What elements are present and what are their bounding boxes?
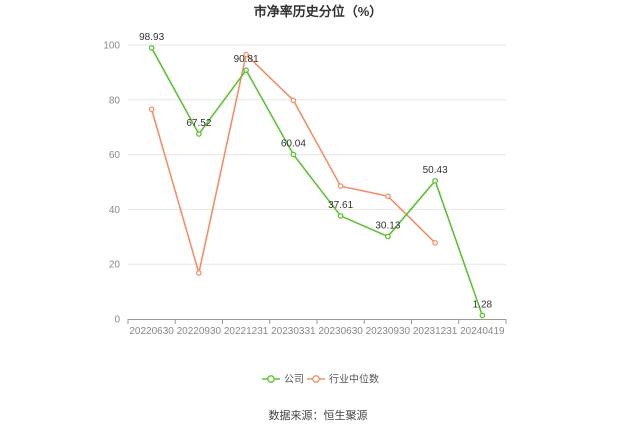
legend-item-1[interactable]: 行业中位数 — [307, 373, 379, 386]
chart-title: 市净率历史分位（%） — [254, 4, 383, 19]
x-tick-label: 20230930 — [366, 326, 411, 337]
series-point-0 — [337, 213, 344, 219]
y-tick-label: 80 — [109, 95, 121, 106]
series-point-1 — [243, 51, 249, 58]
data-label: 1.28 — [473, 299, 493, 310]
series-point-1 — [385, 193, 391, 200]
series-point-1 — [290, 97, 297, 104]
y-tick-label: 0 — [114, 315, 120, 326]
y-tick-label: 20 — [109, 260, 121, 271]
data-label: 98.93 — [139, 32, 164, 43]
legend-label: 行业中位数 — [329, 373, 379, 386]
x-tick-label: 20240419 — [460, 326, 505, 337]
x-tick-label: 20230331 — [271, 326, 316, 337]
y-tick-label: 100 — [103, 41, 120, 52]
legend: 公司 行业中位数 — [262, 373, 379, 386]
data-label: 30.13 — [375, 220, 400, 231]
data-label: 60.04 — [281, 138, 306, 149]
series-point-0 — [148, 45, 155, 51]
series-point-0 — [479, 312, 486, 319]
data-labels: 98.93 67.52 90.81 60.04 37.61 30.13 50.43 1.28 — [139, 32, 492, 311]
series-point-0 — [196, 131, 202, 137]
data-label: 50.43 — [423, 165, 448, 176]
data-label: 37.61 — [328, 200, 353, 211]
x-tick-label: 20221231 — [224, 326, 269, 337]
source-note: 数据来源：恒生聚源 — [269, 408, 368, 422]
x-tick-label: 20220630 — [129, 326, 174, 337]
series-point-1 — [148, 106, 155, 113]
series-point-1 — [432, 239, 438, 246]
series-point-0 — [432, 177, 438, 184]
y-tick-label: 60 — [109, 150, 121, 161]
series-point-0 — [385, 233, 391, 240]
legend-label: 公司 — [284, 375, 304, 386]
series-point-0 — [243, 67, 249, 74]
series-point-1 — [337, 183, 344, 189]
x-tick-label: 20220930 — [177, 326, 222, 337]
y-tick-label: 40 — [109, 205, 121, 216]
legend-marker-icon — [312, 375, 320, 383]
series — [148, 45, 486, 319]
x-tick-label: 20230630 — [318, 326, 363, 337]
series-line-1 — [150, 53, 436, 274]
legend-item-0[interactable]: 公司 — [262, 375, 304, 386]
series-point-1 — [196, 270, 202, 276]
series-point-0 — [290, 151, 297, 158]
legend-marker-icon — [267, 375, 275, 383]
grid — [128, 44, 506, 265]
data-label: 67.52 — [186, 118, 211, 129]
x-tick-label: 20231231 — [413, 326, 458, 337]
data-label: 90.81 — [234, 54, 259, 65]
series-line-0 — [150, 47, 484, 316]
